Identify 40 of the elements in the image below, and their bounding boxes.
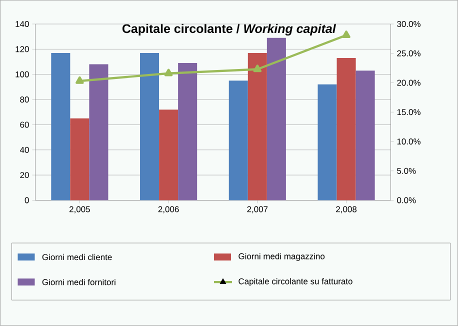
point bbox=[164, 68, 173, 76]
y-tick-label: 120 bbox=[16, 46, 29, 52]
y2-tick-label: 30.0% bbox=[397, 21, 420, 28]
y2-tick-label: 5.0% bbox=[397, 168, 416, 174]
x-tick-label: 2,008 bbox=[336, 206, 357, 214]
bar bbox=[159, 110, 178, 200]
bar bbox=[336, 58, 356, 200]
y2-tick-label: 25.0% bbox=[397, 50, 420, 56]
bar bbox=[356, 70, 375, 200]
point bbox=[76, 76, 84, 84]
y-tick-label: 20 bbox=[20, 172, 29, 178]
bar bbox=[266, 38, 286, 200]
legend-label: Capitale circolante su fatturato bbox=[238, 278, 352, 286]
bar bbox=[51, 53, 70, 200]
bar bbox=[70, 118, 90, 200]
y-tick-label: 60 bbox=[20, 122, 29, 128]
x-tick-label: 2,007 bbox=[247, 206, 268, 214]
y-tick-label: 0 bbox=[24, 197, 29, 204]
bar bbox=[248, 53, 267, 200]
y-tick-label: 40 bbox=[20, 146, 29, 153]
y-tick-label: 80 bbox=[20, 96, 29, 103]
legend-label: Giorni medi fornitori bbox=[42, 279, 116, 286]
y2-tick-label: 15.0% bbox=[397, 109, 420, 116]
point bbox=[342, 30, 350, 38]
bar bbox=[140, 53, 160, 200]
legend-label: Giorni medi magazzino bbox=[238, 253, 325, 262]
y-tick-label: 140 bbox=[16, 21, 29, 28]
y-tick-label: 100 bbox=[16, 71, 29, 78]
y2-tick-label: 20.0% bbox=[397, 80, 420, 86]
bar bbox=[228, 80, 248, 200]
bar bbox=[89, 64, 108, 200]
chart-title: Capitale circolante / Working capital bbox=[122, 24, 336, 36]
x-tick-label: 2,005 bbox=[70, 206, 90, 214]
legend-label: Giorni medi cliente bbox=[42, 254, 112, 260]
x-tick-label: 2,006 bbox=[158, 206, 179, 214]
bar bbox=[318, 84, 337, 200]
y2-tick-label: 10.0% bbox=[397, 138, 420, 145]
y2-tick-label: 0.0% bbox=[397, 197, 416, 204]
bar bbox=[178, 63, 198, 200]
point bbox=[253, 64, 262, 72]
